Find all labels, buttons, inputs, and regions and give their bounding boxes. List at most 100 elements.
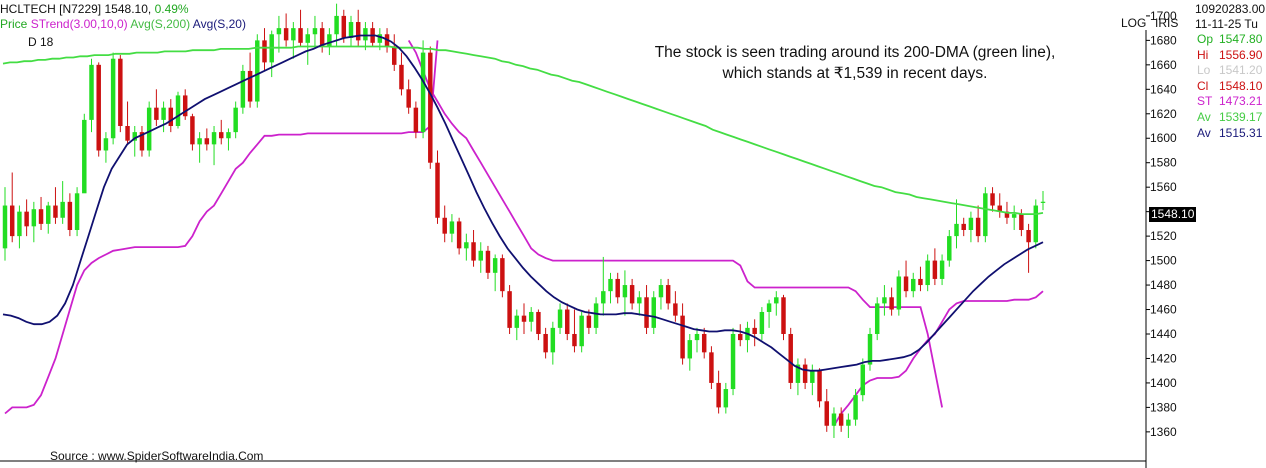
candle — [255, 34, 260, 108]
candle — [694, 327, 700, 353]
candle — [846, 413, 851, 438]
candle-body — [622, 285, 628, 298]
indicator-strend[interactable]: STrend(3.00,10,0) — [30, 17, 128, 31]
y-tick-label: 1460 — [1150, 303, 1177, 317]
candle-body — [521, 315, 527, 322]
candle-body — [110, 58, 116, 139]
ohlc-row-st: ST 1473.21 — [1197, 94, 1262, 108]
candle-body — [838, 413, 844, 426]
candle — [954, 199, 959, 249]
candle-body — [961, 223, 966, 230]
candle — [139, 126, 145, 157]
candle-body — [406, 89, 411, 108]
candle — [637, 291, 642, 316]
candle — [716, 370, 721, 414]
candle — [110, 52, 116, 145]
candle — [74, 187, 80, 237]
candle — [154, 89, 159, 127]
candle — [492, 254, 498, 292]
candle — [478, 242, 483, 273]
candle-body — [363, 28, 368, 41]
candle-body — [658, 285, 664, 298]
ohlc-row-value: 1548.10 — [1219, 78, 1263, 93]
candle-body — [507, 291, 512, 328]
candle — [874, 297, 880, 341]
candle — [146, 101, 152, 157]
volume-readout: 10920283.00 — [1195, 2, 1266, 16]
candle-body — [211, 132, 217, 145]
candle — [262, 28, 267, 71]
candle-body — [824, 401, 829, 426]
candle — [464, 233, 469, 261]
candle — [53, 187, 58, 224]
candle — [89, 58, 94, 133]
candle — [226, 128, 231, 151]
candle-body — [305, 34, 310, 43]
candle-body — [96, 64, 101, 151]
candle — [420, 40, 426, 139]
candle-body — [125, 126, 130, 141]
ohlc-row-label: Lo — [1197, 63, 1211, 78]
indicator-avg200[interactable]: Avg(S,200) — [130, 17, 191, 31]
candle-body — [687, 340, 693, 359]
ohlc-row-hi: Hi 1556.90 — [1197, 48, 1262, 62]
candle — [2, 187, 8, 261]
candle-body — [1019, 214, 1024, 230]
candle — [392, 34, 397, 71]
candle — [471, 230, 476, 267]
candle — [168, 99, 174, 133]
ohlc-row-op: Op 1547.80 — [1197, 32, 1262, 46]
candle — [644, 285, 649, 334]
candle-body — [334, 15, 339, 35]
candle-body — [514, 315, 520, 328]
candle-body — [795, 364, 801, 383]
indicator-avg20[interactable]: Avg(S,20) — [192, 17, 246, 31]
candle-body — [53, 205, 58, 218]
candle — [918, 266, 923, 292]
candle — [752, 319, 757, 347]
candle-body — [644, 297, 649, 328]
candle-body — [392, 46, 397, 65]
candle-body — [615, 278, 620, 298]
iris-toggle[interactable]: IRIS — [1155, 16, 1179, 30]
candle-body — [738, 333, 743, 341]
candle — [932, 248, 938, 286]
candle — [298, 9, 303, 47]
candle — [528, 307, 534, 332]
candle-body — [146, 107, 152, 151]
candle — [983, 187, 988, 243]
candle — [190, 113, 195, 151]
ohlc-row-lo: Lo 1541.20 — [1197, 63, 1262, 77]
candle-body — [298, 28, 303, 43]
candle — [60, 181, 65, 224]
candle — [665, 278, 671, 310]
candle — [687, 333, 693, 371]
candle-body — [89, 64, 94, 120]
candle — [723, 382, 729, 414]
indicator-price[interactable]: Price — [0, 17, 28, 31]
chart-header-line1: HCLTECH [N7229] 1548.10, 0.49% — [0, 2, 189, 16]
candle-body — [132, 132, 137, 141]
candle — [485, 245, 491, 279]
candle — [269, 30, 274, 78]
candle-body — [319, 28, 325, 47]
candle — [939, 254, 945, 286]
candle-body — [1033, 205, 1039, 243]
candle — [507, 285, 512, 334]
candle-body — [911, 278, 916, 292]
candle — [521, 303, 527, 334]
candle — [838, 407, 844, 432]
candle — [701, 327, 707, 359]
log-toggle[interactable]: LOG — [1121, 16, 1147, 30]
candle — [795, 358, 801, 396]
ohlc-row-value: 1539.17 — [1219, 110, 1263, 124]
ohlc-row-label: Cl — [1197, 78, 1209, 93]
candle-body — [478, 250, 483, 261]
ohlc-row-value: 1515.31 — [1219, 125, 1263, 140]
candle-body — [355, 22, 361, 41]
candle — [968, 211, 974, 243]
candle — [997, 193, 1002, 218]
candle — [658, 278, 664, 310]
candle — [283, 13, 289, 47]
